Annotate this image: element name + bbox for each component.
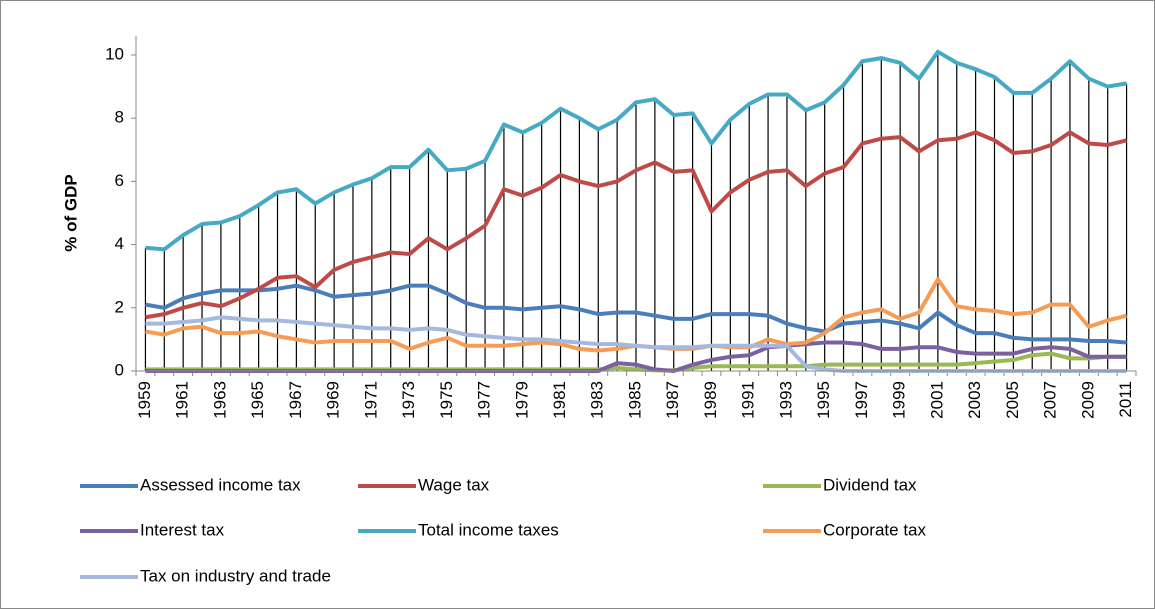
x-tick-label: 1965 [248, 381, 267, 419]
x-tick-label: 1987 [663, 381, 682, 419]
legend-label: Total income taxes [418, 520, 559, 539]
y-axis-label: % of GDP [61, 174, 80, 251]
series-line [145, 49, 1127, 252]
x-tick-label: 1963 [210, 381, 229, 419]
x-tick-label: 1997 [852, 381, 871, 419]
x-tick-label: 1977 [475, 381, 494, 419]
x-tick-label: 2005 [1003, 381, 1022, 419]
legend-label: Tax on industry and trade [140, 566, 331, 585]
x-tick-label: 2001 [927, 381, 946, 419]
x-tick-label: 1999 [890, 381, 909, 419]
x-tick-label: 1993 [776, 381, 795, 419]
x-tick-label: 1989 [701, 381, 720, 419]
x-tick-label: 1983 [588, 381, 607, 419]
legend-label: Assessed income tax [140, 475, 301, 494]
x-tick-label: 1991 [739, 381, 758, 419]
y-tick-label: 4 [115, 234, 124, 253]
x-tick-label: 1975 [437, 381, 456, 419]
x-tick-label: 1979 [512, 381, 531, 419]
series-line [145, 283, 1127, 345]
y-tick-label: 10 [105, 44, 124, 63]
x-tick-label: 1973 [399, 381, 418, 419]
x-tick-label: 1967 [286, 381, 305, 419]
legend-label: Wage tax [418, 475, 490, 494]
legend-label: Interest tax [140, 520, 225, 539]
y-tick-label: 6 [115, 171, 124, 190]
x-tick-label: 2011 [1116, 381, 1135, 418]
legend-label: Corporate tax [823, 520, 926, 539]
y-tick-label: 2 [115, 297, 124, 316]
x-tick-label: 1985 [625, 381, 644, 419]
y-tick-label: 8 [115, 108, 124, 127]
x-tick-label: 2009 [1078, 381, 1097, 419]
x-tick-label: 2003 [965, 381, 984, 419]
x-tick-label: 1995 [814, 381, 833, 419]
x-tick-label: 1961 [173, 381, 192, 419]
x-tick-label: 1981 [550, 381, 569, 419]
x-tick-label: 1969 [324, 381, 343, 419]
legend-label: Dividend tax [823, 475, 917, 494]
x-tick-label: 2007 [1041, 381, 1060, 419]
x-tick-label: 1971 [361, 381, 380, 419]
x-tick-label: 1959 [135, 381, 154, 419]
y-tick-label: 0 [115, 360, 124, 379]
series-line [145, 130, 1128, 320]
